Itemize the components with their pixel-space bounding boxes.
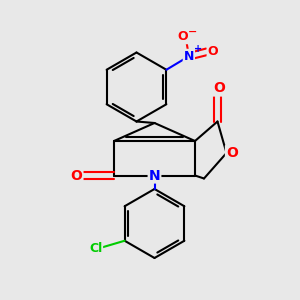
- Text: O: O: [177, 30, 188, 43]
- Text: O: O: [208, 45, 218, 58]
- Text: +: +: [194, 44, 202, 54]
- Text: −: −: [188, 27, 197, 37]
- Text: O: O: [213, 82, 225, 95]
- Text: O: O: [70, 169, 83, 182]
- Text: N: N: [149, 169, 160, 182]
- Text: O: O: [226, 146, 238, 160]
- Text: Cl: Cl: [89, 242, 102, 255]
- Text: N: N: [184, 50, 194, 63]
